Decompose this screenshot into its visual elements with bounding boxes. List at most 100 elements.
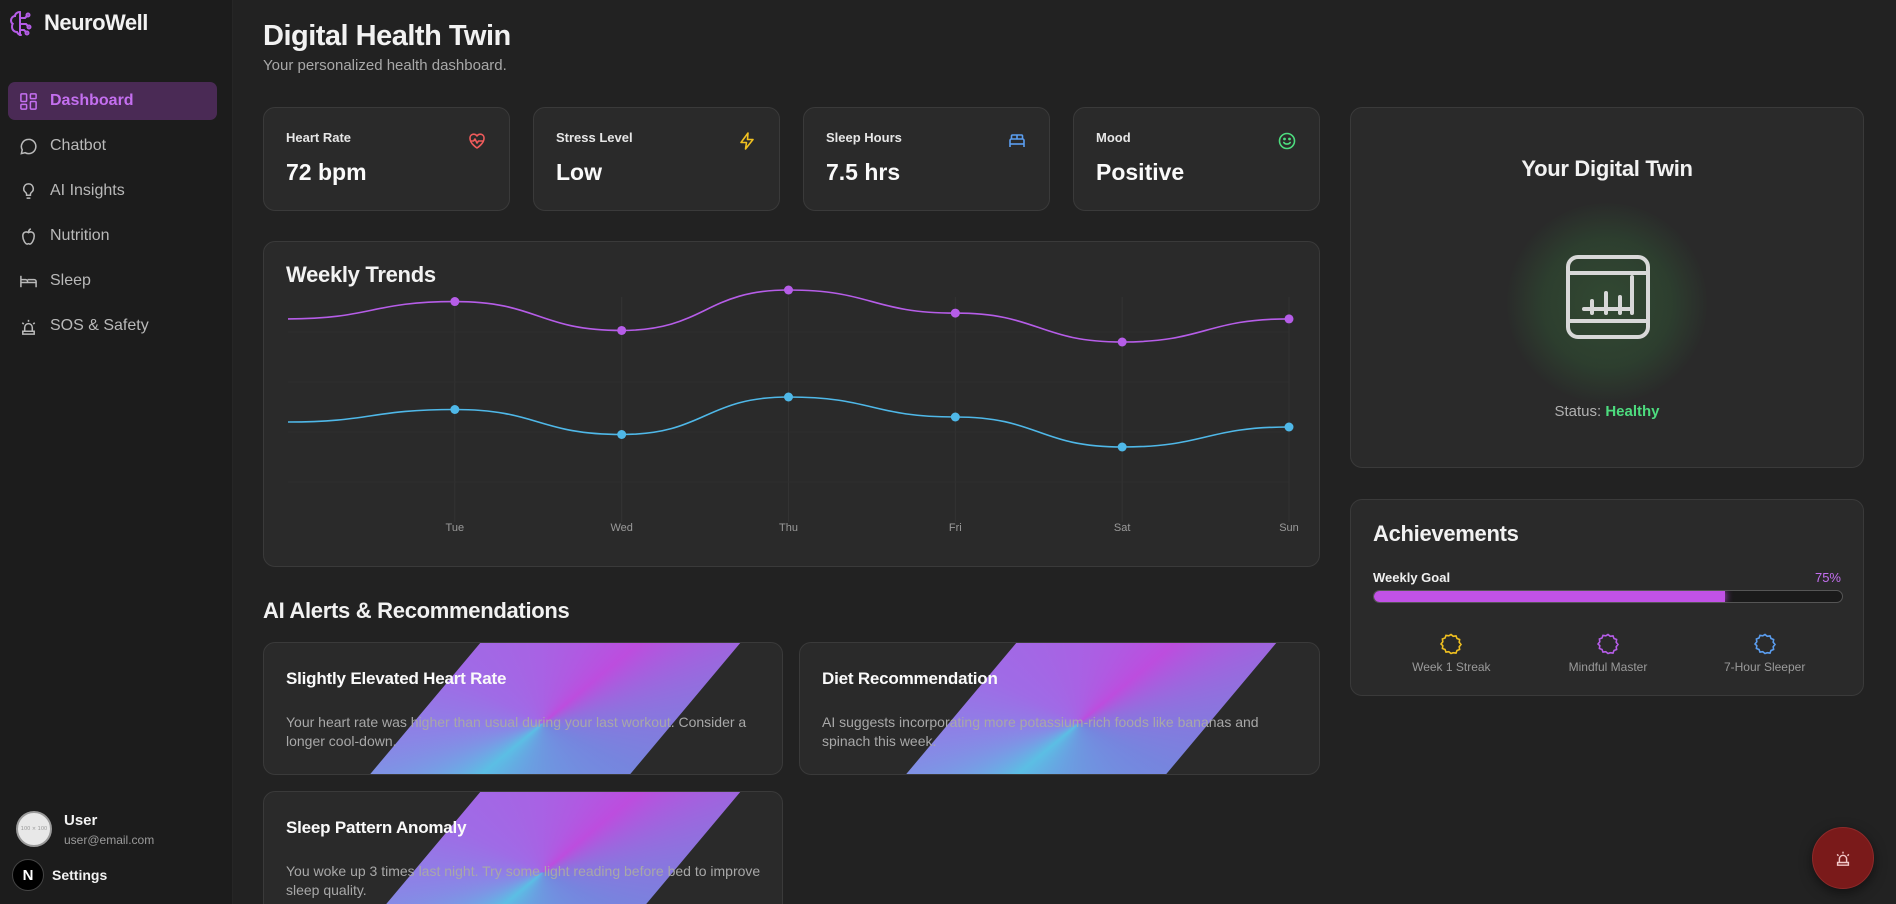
sidebar-item-label: SOS & Safety xyxy=(50,317,149,334)
stat-label: Heart Rate xyxy=(286,130,352,145)
user-email: user@email.com xyxy=(64,832,155,847)
award-badge-icon xyxy=(1753,633,1776,655)
stat-value: 72 bpm xyxy=(286,159,367,185)
stat-card-heart-rate: Heart Rate 72 bpm xyxy=(263,107,510,211)
x-tick-label: Wed xyxy=(610,522,632,534)
data-point[interactable] xyxy=(450,297,460,307)
achievements-title: Achievements xyxy=(1373,521,1519,546)
sidebar-item-label: Nutrition xyxy=(50,227,110,244)
weekly-trends-chart: Tue Wed Thu Fri Sat Sun xyxy=(287,285,1299,534)
weekly-goal-progress-fill xyxy=(1374,591,1725,602)
alert-decoration xyxy=(903,643,1277,774)
stat-card-sleep-hours: Sleep Hours 7.5 hrs xyxy=(803,107,1050,211)
sidebar-item-ai-insights[interactable]: AI Insights xyxy=(8,172,217,210)
heart-pulse-icon xyxy=(469,133,485,149)
digital-twin-title: Your Digital Twin xyxy=(1521,156,1693,181)
sidebar-item-sleep[interactable]: Sleep xyxy=(8,262,217,300)
alert-body: Your heart rate was higher than usual du… xyxy=(286,714,747,749)
sidebar-item-chatbot[interactable]: Chatbot xyxy=(8,127,217,165)
siren-icon xyxy=(1836,851,1850,866)
data-point[interactable] xyxy=(617,325,627,335)
data-point[interactable] xyxy=(617,430,627,439)
stat-label: Stress Level xyxy=(556,130,633,145)
page-subtitle: Your personalized health dashboard. xyxy=(263,57,507,74)
n-logo-icon: N xyxy=(12,859,44,891)
settings-label: Settings xyxy=(52,867,108,883)
data-point[interactable] xyxy=(1117,337,1127,347)
stat-card-mood: Mood Positive xyxy=(1073,107,1320,211)
data-point[interactable] xyxy=(1284,314,1294,324)
bed-icon xyxy=(20,275,37,287)
sidebar-nav: Dashboard Chatbot AI Insights Nutrition … xyxy=(8,82,217,352)
sidebar: NeuroWell Dashboard Chatbot AI Insights xyxy=(0,0,233,904)
x-tick-label: Thu xyxy=(779,522,798,534)
sidebar-item-sos-safety[interactable]: SOS & Safety xyxy=(8,307,217,345)
data-point[interactable] xyxy=(1117,442,1127,452)
avatar: 100 × 100 xyxy=(16,811,52,847)
stat-card-stress-level: Stress Level Low xyxy=(533,107,780,211)
data-point[interactable] xyxy=(784,285,793,295)
award-badge-icon xyxy=(1440,633,1463,655)
x-tick-label: Sun xyxy=(1279,522,1299,534)
sidebar-item-dashboard[interactable]: Dashboard xyxy=(8,82,217,120)
status-label: Status: xyxy=(1554,403,1606,420)
data-point[interactable] xyxy=(950,308,960,318)
sidebar-item-label: Chatbot xyxy=(50,137,107,154)
lightbulb-icon xyxy=(23,182,34,199)
page-title: Digital Health Twin xyxy=(263,20,511,52)
digital-twin-status: Status: Healthy xyxy=(1351,403,1863,420)
digital-twin-card: Your Digital Twin Status: Healthy xyxy=(1350,107,1864,468)
lightning-icon xyxy=(740,132,754,150)
alerts-section-title: AI Alerts & Recommendations xyxy=(263,598,570,623)
brain-logo-icon xyxy=(9,11,32,36)
weekly-trends-title: Weekly Trends xyxy=(286,262,436,287)
apple-icon xyxy=(22,227,35,245)
alert-decoration xyxy=(367,643,741,774)
alert-body: You woke up 3 times last night. Try some… xyxy=(286,863,761,898)
stat-value: Low xyxy=(556,159,602,185)
alert-title: Slightly Elevated Heart Rate xyxy=(286,669,507,688)
user-profile[interactable]: 100 × 100 User user@email.com xyxy=(16,811,154,847)
chat-bubble-icon xyxy=(20,138,37,155)
chart-panel-icon xyxy=(1566,255,1650,339)
weekly-goal-progress-bar xyxy=(1373,590,1843,603)
smile-icon xyxy=(1278,132,1296,150)
weekly-goal-label: Weekly Goal xyxy=(1373,570,1451,585)
x-tick-label: Fri xyxy=(949,522,962,534)
badge-label: Week 1 Streak xyxy=(1412,660,1491,674)
alert-card-diet[interactable]: Diet Recommendation AI suggests incorpor… xyxy=(799,642,1320,775)
achievements-card: Achievements Weekly Goal 75% Week 1 Stre… xyxy=(1350,499,1864,696)
badge-mindful-master[interactable]: Mindful Master xyxy=(1548,633,1668,674)
stat-label: Mood xyxy=(1096,130,1131,145)
data-point[interactable] xyxy=(950,412,960,422)
sidebar-item-label: Dashboard xyxy=(50,92,134,109)
alert-card-sleep[interactable]: Sleep Pattern Anomaly You woke up 3 time… xyxy=(263,791,783,904)
app-name: NeuroWell xyxy=(44,10,148,35)
dashboard-icon xyxy=(20,92,37,110)
weekly-trends-card: Weekly Trends Tue Wed Thu Fri Sat Sun xyxy=(263,241,1320,567)
stat-value: 7.5 hrs xyxy=(826,159,901,185)
stat-value: Positive xyxy=(1096,159,1185,185)
alert-card-heart-rate[interactable]: Slightly Elevated Heart Rate Your heart … xyxy=(263,642,783,775)
alert-title: Diet Recommendation xyxy=(822,669,998,688)
x-tick-label: Sat xyxy=(1114,522,1131,534)
sidebar-item-nutrition[interactable]: Nutrition xyxy=(8,217,217,255)
badge-7-hour-sleeper[interactable]: 7-Hour Sleeper xyxy=(1705,633,1825,674)
alert-title: Sleep Pattern Anomaly xyxy=(286,818,467,837)
badge-label: Mindful Master xyxy=(1568,660,1648,674)
user-name: User xyxy=(64,811,98,829)
siren-icon xyxy=(21,319,36,335)
data-point[interactable] xyxy=(1284,422,1294,432)
data-point[interactable] xyxy=(450,405,460,414)
badge-week-1-streak[interactable]: Week 1 Streak xyxy=(1391,633,1511,674)
sidebar-item-label: AI Insights xyxy=(50,182,125,199)
data-point[interactable] xyxy=(784,392,793,402)
sos-floating-button[interactable] xyxy=(1812,827,1874,889)
achievement-badges: Week 1 Streak Mindful Master 7-Hour Slee… xyxy=(1373,633,1843,674)
settings-link[interactable]: N Settings xyxy=(12,859,107,891)
brand[interactable]: NeuroWell xyxy=(8,8,148,38)
stat-label: Sleep Hours xyxy=(826,130,902,145)
award-badge-icon xyxy=(1596,633,1619,655)
badge-label: 7-Hour Sleeper xyxy=(1723,660,1806,674)
sidebar-item-label: Sleep xyxy=(50,272,91,289)
